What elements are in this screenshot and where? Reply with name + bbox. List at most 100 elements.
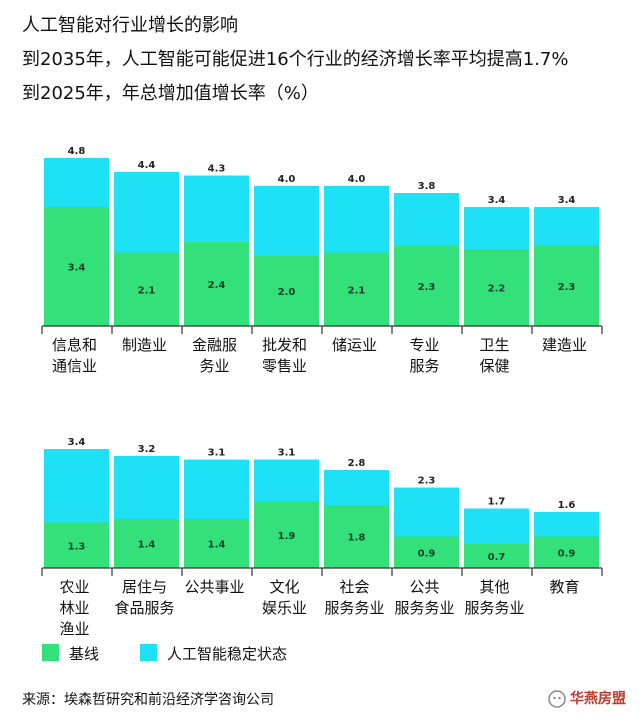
- category-label: 零售业: [262, 357, 307, 375]
- legend-label-baseline: 基线: [69, 645, 100, 663]
- category-label: 渔业: [59, 620, 89, 638]
- category-label: 其他: [479, 578, 509, 596]
- bar-baseline-segment: [394, 536, 459, 568]
- bar-baseline-segment: [184, 519, 249, 568]
- legend-item-baseline: 基线: [42, 643, 99, 665]
- data-label-total: 3.4: [558, 195, 576, 206]
- category-label: 批发和: [262, 336, 307, 354]
- data-label-baseline: 3.4: [68, 263, 86, 274]
- bar-ai-segment: [114, 172, 179, 253]
- legend-swatch-baseline: [42, 644, 59, 661]
- legend-item-ai: 人工智能稳定状态: [140, 643, 287, 665]
- bar-baseline-segment: [394, 245, 459, 326]
- bar-baseline-segment: [324, 505, 389, 568]
- data-label-baseline: 1.4: [208, 540, 226, 551]
- bar-baseline-segment: [114, 519, 179, 568]
- category-label: 金融服: [192, 336, 237, 354]
- category-label: 制造业: [122, 336, 167, 354]
- category-label: 保健: [479, 357, 509, 375]
- bar-ai-segment: [324, 470, 389, 505]
- category-label: 服务务业: [324, 599, 384, 617]
- wechat-icon: [548, 690, 566, 708]
- category-label: 社会: [339, 578, 369, 596]
- data-label-total: 3.2: [138, 444, 156, 455]
- data-label-total: 3.8: [418, 181, 436, 192]
- category-label: 文化: [269, 578, 299, 596]
- category-label: 教育: [549, 578, 579, 596]
- category-label: 卫生: [479, 336, 509, 354]
- category-label: 公共事业: [184, 578, 244, 596]
- data-label-total: 1.7: [488, 497, 506, 508]
- bar-baseline-segment: [184, 242, 249, 326]
- data-label-total: 3.1: [278, 448, 296, 459]
- data-label-baseline: 2.4: [208, 280, 226, 291]
- category-label: 储运业: [332, 336, 377, 354]
- data-label-baseline: 0.9: [418, 548, 436, 559]
- category-label: 公共: [409, 578, 439, 596]
- bar-ai-segment: [254, 186, 319, 256]
- data-label-total: 3.4: [68, 437, 86, 448]
- data-label-total: 4.3: [208, 164, 226, 175]
- data-label-total: 3.1: [208, 448, 226, 459]
- bar-baseline-segment: [464, 543, 529, 568]
- bar-baseline-segment: [114, 252, 179, 326]
- data-label-total: 4.0: [348, 174, 366, 185]
- bar-ai-segment: [324, 186, 389, 253]
- data-label-total: 2.3: [418, 476, 436, 487]
- data-label-baseline: 2.0: [278, 287, 296, 298]
- bar-ai-segment: [114, 456, 179, 519]
- bar-baseline-segment: [254, 501, 319, 568]
- bar-ai-segment: [44, 449, 109, 523]
- data-label-baseline: 2.3: [558, 282, 576, 293]
- data-label-baseline: 0.7: [488, 552, 506, 563]
- legend-swatch-ai: [140, 644, 157, 661]
- bar-baseline-segment: [44, 207, 109, 326]
- category-label: 服务务业: [394, 599, 454, 617]
- data-label-total: 2.8: [348, 458, 366, 469]
- data-label-baseline: 2.1: [138, 285, 156, 296]
- data-label-baseline: 2.3: [418, 282, 436, 293]
- category-label: 建造业: [542, 336, 587, 354]
- data-label-total: 1.6: [558, 500, 576, 511]
- bar-baseline-segment: [464, 249, 529, 326]
- bar-ai-segment: [394, 487, 459, 537]
- category-label: 农业: [59, 578, 89, 596]
- category-label: 食品服务: [114, 599, 174, 617]
- category-label: 服务务业: [464, 599, 524, 617]
- bar-baseline-segment: [534, 245, 599, 326]
- category-label: 居住与: [122, 578, 167, 596]
- bar-baseline-segment: [324, 252, 389, 326]
- bar-ai-segment: [394, 193, 459, 246]
- bar-ai-segment: [534, 207, 599, 246]
- source-note: 来源：埃森哲研究和前沿经济学咨询公司: [22, 692, 274, 708]
- data-label-total: 3.4: [488, 195, 506, 206]
- bar-baseline-segment: [254, 256, 319, 326]
- chart-subtitle: 到2035年，人工智能可能促进16个行业的经济增长率平均提高1.7%: [22, 49, 569, 70]
- bar-ai-segment: [184, 459, 249, 519]
- legend-label-ai: 人工智能稳定状态: [167, 645, 288, 663]
- data-label-total: 4.4: [138, 160, 156, 171]
- data-label-baseline: 1.8: [348, 533, 366, 544]
- category-label: 信息和: [52, 336, 97, 354]
- category-label: 务业: [199, 357, 229, 375]
- data-label-baseline: 1.9: [278, 531, 296, 542]
- data-label-baseline: 1.3: [68, 541, 86, 552]
- data-label-baseline: 0.9: [558, 548, 576, 559]
- brand-name: 华燕房盟: [570, 691, 626, 707]
- bar-baseline-segment: [534, 536, 599, 568]
- data-label-total: 4.8: [68, 146, 86, 157]
- data-label-baseline: 1.4: [138, 540, 156, 551]
- data-label-baseline: 2.1: [348, 285, 366, 296]
- bar-ai-segment: [44, 158, 109, 207]
- bar-ai-segment: [534, 512, 599, 537]
- bar-ai-segment: [254, 459, 319, 502]
- data-label-total: 4.0: [278, 174, 296, 185]
- category-label: 服务: [409, 357, 439, 375]
- category-label: 林业: [59, 599, 89, 617]
- bar-ai-segment: [464, 508, 529, 544]
- chart-unit-label: 到2025年，年总增加值增长率（%）: [22, 83, 319, 104]
- bar-baseline-segment: [44, 522, 109, 568]
- chart-title: 人工智能对行业增长的影响: [22, 15, 238, 36]
- bar-ai-segment: [464, 207, 529, 249]
